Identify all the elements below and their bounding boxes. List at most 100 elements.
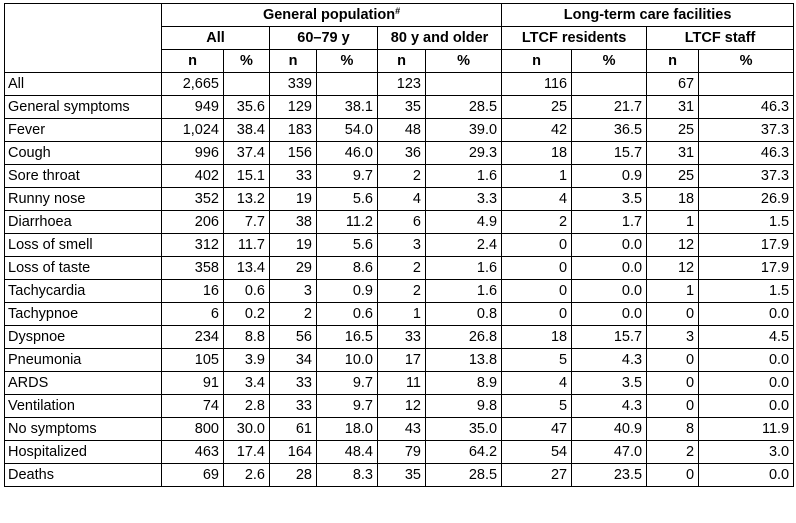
- cell-n: 312: [161, 233, 224, 257]
- cell-n: 4: [377, 187, 426, 211]
- cell-pct: 35.0: [424, 417, 503, 441]
- table-body: All 2,665 339 123 116 67 General symptoms 949 35…: [4, 72, 795, 487]
- cell-n: 339: [269, 72, 317, 96]
- cell-n: 0: [646, 302, 700, 326]
- cell-pct: 36.5: [571, 118, 648, 142]
- cell-pct: 11.2: [316, 210, 378, 234]
- cell-n: 25: [646, 164, 700, 188]
- cell-n: 3: [269, 279, 317, 303]
- cell-n: 164: [269, 440, 317, 464]
- cell-pct: 26.9: [698, 187, 795, 211]
- row-label: Pneumonia: [4, 348, 162, 372]
- cell-pct: 5.6: [316, 233, 378, 257]
- cell-n: 4: [501, 371, 573, 395]
- cell-n: 0: [501, 302, 573, 326]
- header-row-groups: General population# Long-term care facil…: [4, 3, 795, 73]
- cell-n: 1: [646, 210, 700, 234]
- header-sub-all: All: [161, 26, 270, 50]
- header-sub-80-plus: 80 y and older: [376, 26, 503, 50]
- cell-pct: 38.4: [223, 118, 270, 142]
- cell-n: 1: [646, 279, 700, 303]
- cell-pct: 3.0: [698, 440, 795, 464]
- header-n: n: [646, 49, 700, 73]
- cell-n: 1: [377, 302, 426, 326]
- cell-n: 1,024: [161, 118, 224, 142]
- cell-n: 91: [161, 371, 224, 395]
- cell-pct: 9.7: [316, 394, 378, 418]
- cell-n: 206: [161, 210, 224, 234]
- header-pct: %: [424, 49, 503, 73]
- cell-n: 33: [269, 394, 317, 418]
- cell-pct: 4.5: [698, 325, 795, 349]
- cell-pct: [571, 72, 648, 96]
- header-n: n: [501, 49, 573, 73]
- table-row: Loss of taste 358 13.4 29 8.6 2 1.6 0 0.0 12 17.9: [4, 256, 795, 280]
- cell-n: 79: [377, 440, 426, 464]
- cell-n: 18: [646, 187, 700, 211]
- cell-n: 0: [646, 371, 700, 395]
- cell-n: 996: [161, 141, 224, 165]
- row-label: Tachycardia: [4, 279, 162, 303]
- row-label: ARDS: [4, 371, 162, 395]
- cell-pct: 39.0: [424, 118, 503, 142]
- cell-n: 31: [646, 95, 700, 119]
- cell-n: 36: [377, 141, 426, 165]
- cell-n: 800: [161, 417, 224, 441]
- cell-n: 33: [377, 325, 426, 349]
- header-row-units: n% n% n% n% n%: [5, 49, 795, 73]
- row-label: Loss of smell: [4, 233, 162, 257]
- table-row: Hospitalized 463 17.4 164 48.4 79 64.2 54 47.0 2 3…: [4, 440, 795, 464]
- row-label: Runny nose: [4, 187, 162, 211]
- table-row: ARDS 91 3.4 33 9.7 11 8.9 4 3.5 0 0.0: [4, 371, 795, 395]
- cell-pct: 37.3: [698, 118, 795, 142]
- cell-pct: 0.0: [698, 348, 795, 372]
- cell-pct: 0.2: [223, 302, 270, 326]
- row-label: Diarrhoea: [4, 210, 162, 234]
- cell-n: 17: [377, 348, 426, 372]
- cell-pct: 47.0: [571, 440, 648, 464]
- row-label: Dyspnoe: [4, 325, 162, 349]
- cell-pct: 0.0: [571, 256, 648, 280]
- cell-pct: 46.3: [698, 141, 795, 165]
- cell-n: 28: [269, 463, 317, 487]
- cell-n: 0: [646, 394, 700, 418]
- cell-n: 61: [269, 417, 317, 441]
- cell-n: 6: [161, 302, 224, 326]
- cell-pct: 0.9: [316, 279, 378, 303]
- cell-pct: 4.9: [424, 210, 503, 234]
- cell-pct: 0.0: [698, 394, 795, 418]
- cell-pct: 17.9: [698, 233, 795, 257]
- cell-n: 0: [501, 279, 573, 303]
- header-sub-ltcf-residents: LTCF residents: [501, 26, 648, 50]
- cell-n: 34: [269, 348, 317, 372]
- cell-n: 1: [501, 164, 573, 188]
- table-row: Deaths 69 2.6 28 8.3 35 28.5 27 23.5 0 0.0: [4, 463, 795, 487]
- cell-n: 463: [161, 440, 224, 464]
- cell-n: 74: [161, 394, 224, 418]
- cell-pct: 2.4: [424, 233, 503, 257]
- cell-n: 2: [377, 279, 426, 303]
- cell-n: 116: [501, 72, 573, 96]
- table-row: Tachycardia 16 0.6 3 0.9 2 1.6 0 0.0 1 1.5: [4, 279, 795, 303]
- row-label: Hospitalized: [4, 440, 162, 464]
- cell-pct: 3.3: [424, 187, 503, 211]
- cell-n: 33: [269, 164, 317, 188]
- cell-pct: 4.3: [571, 348, 648, 372]
- cell-n: 11: [377, 371, 426, 395]
- cell-pct: 2.8: [223, 394, 270, 418]
- cell-pct: 11.7: [223, 233, 270, 257]
- cell-pct: 13.2: [223, 187, 270, 211]
- cell-n: 0: [501, 233, 573, 257]
- header-pct: %: [698, 49, 795, 73]
- cell-pct: 46.3: [698, 95, 795, 119]
- cell-n: 16: [161, 279, 224, 303]
- cell-pct: 0.0: [571, 279, 648, 303]
- header-pct: %: [571, 49, 648, 73]
- cell-n: 56: [269, 325, 317, 349]
- cell-pct: 16.5: [316, 325, 378, 349]
- cell-pct: 1.7: [571, 210, 648, 234]
- table-row: Diarrhoea 206 7.7 38 11.2 6 4.9 2 1.7 1 1.5: [4, 210, 795, 234]
- row-label: Deaths: [4, 463, 162, 487]
- cell-n: 2: [269, 302, 317, 326]
- cell-pct: 38.1: [316, 95, 378, 119]
